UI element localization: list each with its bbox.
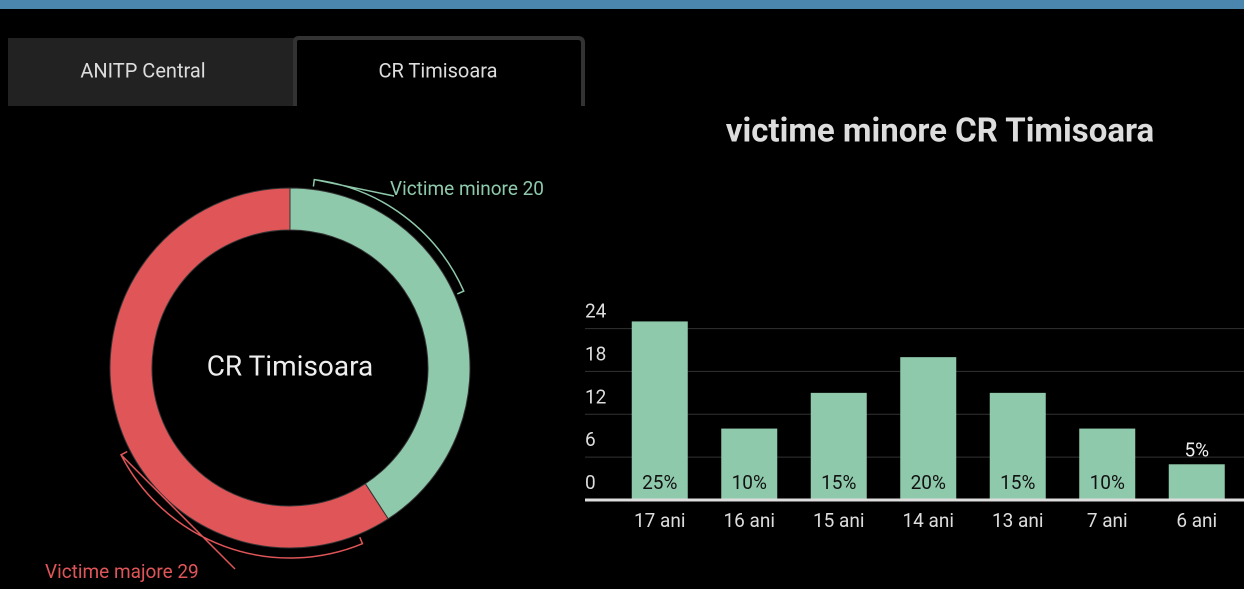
value-label: 25% (642, 471, 677, 494)
tab-label[interactable]: ANITP Central (80, 58, 205, 82)
donut-center-label: CR Timisoara (207, 349, 374, 382)
value-label: 5% (1184, 438, 1209, 461)
x-tick-label: 16 ani (723, 509, 775, 532)
bar (721, 428, 778, 500)
x-tick-label: 14 ani (902, 509, 954, 532)
bar (631, 321, 688, 500)
y-tick-label: 6 (585, 428, 596, 451)
chart-title: victime minore CR Timisoara (726, 112, 1154, 151)
x-tick-label: 6 ani (1176, 509, 1217, 532)
slice-label: Victime minore 20 (390, 177, 544, 200)
y-tick-label: 12 (585, 385, 606, 408)
value-label: 20% (911, 471, 946, 494)
x-tick-label: 13 ani (992, 509, 1044, 532)
slice-label: Victime majore 29 (45, 560, 199, 583)
y-tick-label: 0 (585, 471, 596, 494)
bar (1079, 428, 1136, 500)
y-tick-label: 18 (585, 342, 606, 365)
donut-slice (289, 187, 471, 520)
x-tick-label: 15 ani (813, 509, 865, 532)
value-label: 15% (1000, 471, 1035, 494)
tab[interactable] (8, 38, 295, 106)
callout (119, 450, 364, 570)
bar (989, 392, 1046, 500)
x-tick-label: 7 ani (1087, 509, 1128, 532)
y-tick-label: 24 (585, 300, 607, 323)
bar (810, 392, 867, 500)
x-tick-label: 17 ani (634, 509, 686, 532)
value-label: 15% (821, 471, 856, 494)
bar (1168, 464, 1225, 500)
donut-slice (109, 187, 389, 549)
top-bar (0, 0, 1244, 9)
bar (900, 357, 957, 500)
callout (312, 178, 465, 295)
tab-label[interactable]: CR Timisoara (379, 58, 498, 82)
tab-selected[interactable] (293, 36, 585, 106)
value-label: 10% (732, 471, 767, 494)
value-label: 10% (1090, 471, 1125, 494)
